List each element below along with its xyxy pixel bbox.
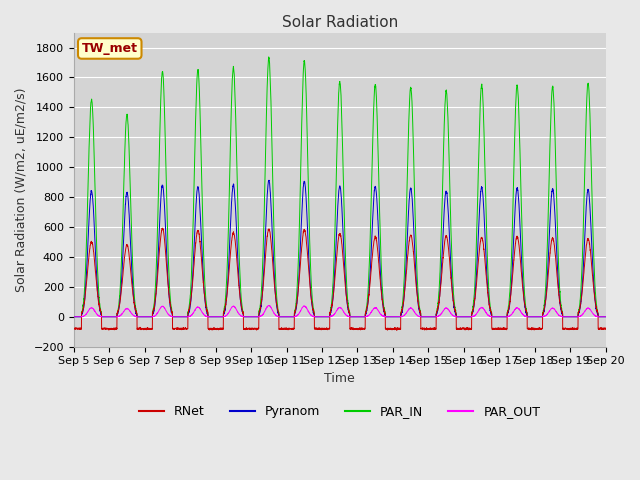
Pyranom bbox=[265, 178, 273, 183]
Pyranom bbox=[429, 314, 437, 320]
RNet bbox=[429, 326, 437, 332]
RNet bbox=[490, 325, 497, 331]
Y-axis label: Solar Radiation (W/m2, uE/m2/s): Solar Radiation (W/m2, uE/m2/s) bbox=[15, 87, 28, 292]
RNet bbox=[320, 327, 328, 333]
Pyranom bbox=[459, 314, 467, 320]
PAR_OUT bbox=[70, 314, 77, 320]
Pyranom bbox=[602, 314, 609, 320]
PAR_IN bbox=[601, 314, 609, 320]
PAR_IN bbox=[320, 314, 328, 320]
PAR_IN bbox=[602, 314, 609, 320]
PAR_OUT bbox=[601, 314, 609, 320]
Legend: RNet, Pyranom, PAR_IN, PAR_OUT: RNet, Pyranom, PAR_IN, PAR_OUT bbox=[134, 400, 545, 423]
RNet bbox=[166, 295, 173, 301]
Pyranom bbox=[320, 314, 328, 320]
PAR_OUT bbox=[429, 314, 437, 320]
RNet bbox=[602, 325, 609, 331]
PAR_OUT bbox=[320, 314, 328, 320]
Title: Solar Radiation: Solar Radiation bbox=[282, 15, 398, 30]
PAR_IN bbox=[429, 314, 437, 320]
RNet bbox=[602, 326, 609, 332]
X-axis label: Time: Time bbox=[324, 372, 355, 385]
Pyranom bbox=[166, 296, 173, 301]
Pyranom bbox=[601, 314, 609, 320]
Line: Pyranom: Pyranom bbox=[74, 180, 605, 317]
PAR_OUT bbox=[166, 312, 173, 318]
RNet bbox=[459, 326, 467, 332]
Line: PAR_IN: PAR_IN bbox=[74, 57, 605, 317]
PAR_OUT bbox=[489, 314, 497, 320]
PAR_IN bbox=[489, 314, 497, 320]
Text: TW_met: TW_met bbox=[82, 42, 138, 55]
PAR_OUT bbox=[265, 302, 273, 308]
PAR_OUT bbox=[459, 314, 467, 320]
RNet bbox=[70, 325, 77, 331]
RNet bbox=[159, 225, 166, 231]
PAR_IN bbox=[166, 280, 173, 286]
RNet bbox=[393, 327, 401, 333]
Pyranom bbox=[489, 314, 497, 320]
PAR_IN bbox=[265, 54, 273, 60]
PAR_IN bbox=[459, 314, 467, 320]
Pyranom bbox=[70, 314, 77, 320]
PAR_OUT bbox=[602, 314, 609, 320]
Line: PAR_OUT: PAR_OUT bbox=[74, 305, 605, 317]
PAR_IN bbox=[70, 314, 77, 320]
Line: RNet: RNet bbox=[74, 228, 605, 330]
